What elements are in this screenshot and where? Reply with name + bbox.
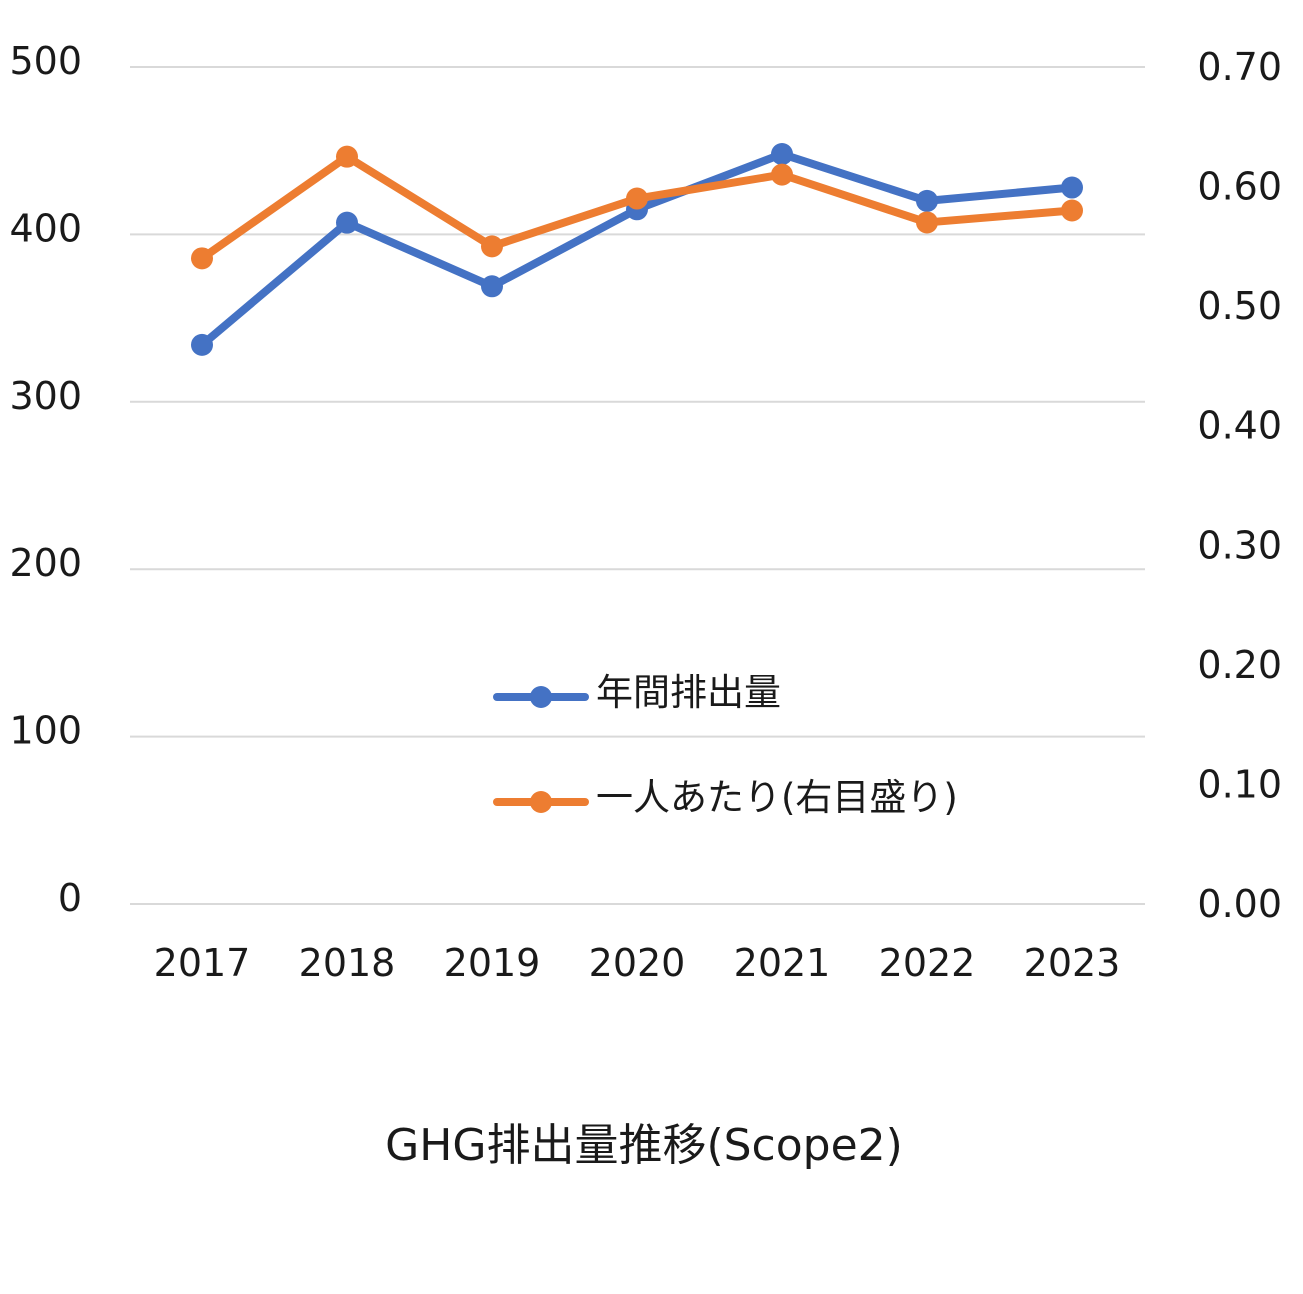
data-point (1061, 176, 1083, 199)
right-tick-label: 0.10 (1197, 762, 1282, 806)
left-tick-label: 400 (9, 206, 82, 250)
legend-label-per-person: 一人あたり(右目盛り) (596, 776, 958, 819)
data-point (481, 275, 503, 298)
right-tick-label: 0.40 (1197, 404, 1282, 448)
right-tick-label: 0.50 (1197, 284, 1282, 328)
data-point (336, 145, 358, 168)
series (191, 143, 1083, 356)
left-axis-ticks: 0 100 200 300 400 500 (9, 39, 82, 920)
x-tick-label: 2022 (879, 941, 976, 985)
legend-swatch-per-person-marker (530, 791, 552, 813)
data-point (916, 211, 938, 234)
right-axis-ticks: 0.00 0.10 0.20 0.30 0.40 0.50 0.60 0.70 (1197, 45, 1282, 926)
right-tick-label: 0.70 (1197, 45, 1282, 89)
data-point (771, 143, 793, 166)
data-point (191, 247, 213, 270)
x-axis-ticks: 2017 2018 2019 2020 2021 2022 2023 (154, 941, 1121, 985)
x-tick-label: 2023 (1024, 941, 1121, 985)
data-point (1061, 199, 1083, 222)
right-tick-label: 0.00 (1197, 882, 1282, 926)
x-tick-label: 2020 (589, 941, 686, 985)
left-tick-label: 300 (9, 374, 82, 418)
x-tick-label: 2017 (154, 941, 251, 985)
data-point (336, 211, 358, 234)
left-tick-label: 200 (9, 541, 82, 585)
legend-item-per-person: 一人あたり(右目盛り) (493, 776, 958, 819)
right-tick-label: 0.60 (1197, 165, 1282, 209)
left-tick-label: 100 (9, 709, 82, 753)
right-tick-label: 0.30 (1197, 523, 1282, 567)
left-tick-label: 0 (58, 876, 82, 920)
left-tick-label: 500 (9, 39, 82, 83)
legend-label-annual: 年間排出量 (596, 671, 781, 714)
data-point (771, 163, 793, 186)
data-point (191, 333, 213, 356)
gridlines (130, 66, 1145, 905)
series-line (198, 150, 1076, 349)
legend: 年間排出量 一人あたり(右目盛り) (493, 671, 958, 819)
data-point (626, 187, 648, 210)
series-per-person (191, 145, 1083, 270)
legend-item-annual: 年間排出量 (493, 671, 781, 714)
x-tick-label: 2019 (444, 941, 541, 985)
x-tick-label: 2021 (734, 941, 831, 985)
right-tick-label: 0.20 (1197, 643, 1282, 687)
data-point (916, 189, 938, 212)
x-tick-label: 2018 (299, 941, 396, 985)
legend-swatch-annual-marker (530, 686, 552, 708)
data-point (481, 235, 503, 258)
chart-title: GHG排出量推移(Scope2) (385, 1120, 903, 1171)
